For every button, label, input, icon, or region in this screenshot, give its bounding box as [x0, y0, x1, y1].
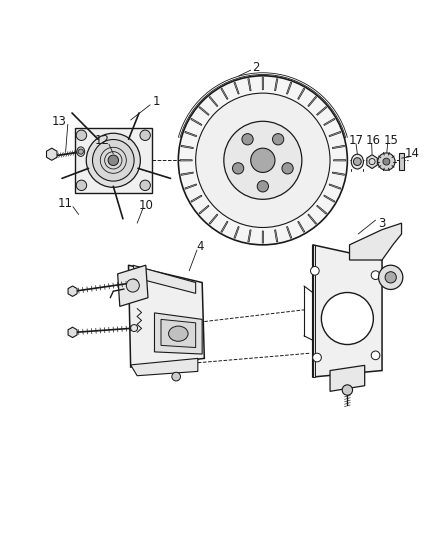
Circle shape [312, 353, 321, 362]
Circle shape [272, 134, 283, 145]
Polygon shape [233, 227, 239, 238]
Text: 3: 3 [378, 216, 385, 230]
Circle shape [232, 163, 243, 174]
Text: 14: 14 [404, 147, 419, 160]
Polygon shape [68, 327, 77, 337]
Polygon shape [286, 227, 291, 238]
Circle shape [382, 158, 389, 165]
Text: 1: 1 [152, 95, 160, 108]
Circle shape [140, 180, 150, 190]
Polygon shape [198, 107, 208, 115]
Circle shape [281, 163, 293, 174]
Circle shape [76, 180, 86, 190]
Text: 10: 10 [138, 199, 153, 212]
Polygon shape [161, 319, 195, 348]
Circle shape [353, 158, 360, 166]
Circle shape [384, 272, 396, 283]
Polygon shape [154, 313, 202, 354]
Polygon shape [261, 231, 263, 243]
Circle shape [378, 265, 402, 289]
Text: 2: 2 [252, 61, 259, 74]
Polygon shape [274, 79, 277, 91]
Text: 17: 17 [348, 134, 363, 147]
Polygon shape [349, 223, 401, 260]
Polygon shape [247, 79, 251, 91]
Circle shape [178, 76, 346, 245]
Circle shape [92, 140, 134, 181]
Polygon shape [307, 214, 316, 224]
Polygon shape [128, 265, 204, 367]
Polygon shape [316, 107, 326, 115]
Text: 11: 11 [58, 197, 73, 210]
Circle shape [78, 149, 83, 154]
Polygon shape [184, 131, 196, 136]
Polygon shape [68, 286, 77, 296]
Circle shape [171, 372, 180, 381]
Circle shape [140, 130, 150, 141]
Circle shape [371, 271, 379, 279]
Text: 15: 15 [382, 134, 397, 147]
Polygon shape [323, 195, 334, 202]
Circle shape [76, 130, 86, 141]
Polygon shape [312, 245, 314, 377]
Polygon shape [297, 88, 304, 100]
Polygon shape [181, 172, 193, 175]
Polygon shape [198, 205, 208, 214]
Circle shape [321, 293, 373, 344]
Polygon shape [316, 205, 326, 214]
Circle shape [250, 148, 274, 173]
Circle shape [257, 181, 268, 192]
Circle shape [195, 93, 329, 228]
Polygon shape [307, 96, 316, 107]
Text: 4: 4 [196, 240, 203, 254]
Polygon shape [328, 184, 340, 189]
Polygon shape [208, 214, 217, 224]
Polygon shape [274, 230, 277, 242]
Polygon shape [220, 221, 227, 232]
Polygon shape [261, 77, 263, 90]
Ellipse shape [77, 147, 85, 156]
Ellipse shape [131, 325, 137, 332]
Polygon shape [329, 365, 364, 391]
Polygon shape [233, 82, 239, 94]
Text: 16: 16 [365, 134, 380, 147]
Circle shape [241, 134, 253, 145]
Circle shape [377, 153, 394, 170]
Polygon shape [74, 127, 152, 193]
Polygon shape [333, 160, 345, 161]
Polygon shape [208, 96, 217, 107]
Circle shape [341, 385, 352, 395]
Ellipse shape [350, 154, 363, 169]
Polygon shape [366, 155, 377, 168]
Polygon shape [191, 118, 201, 125]
Polygon shape [297, 221, 304, 232]
Circle shape [310, 266, 318, 275]
Circle shape [371, 351, 379, 360]
Polygon shape [332, 172, 344, 175]
Polygon shape [312, 245, 381, 377]
Polygon shape [286, 82, 291, 94]
Polygon shape [131, 358, 198, 376]
Polygon shape [191, 195, 201, 202]
Polygon shape [323, 118, 334, 125]
Ellipse shape [168, 326, 187, 341]
Polygon shape [332, 146, 344, 149]
Polygon shape [133, 265, 195, 293]
Polygon shape [328, 131, 340, 136]
Polygon shape [181, 146, 193, 149]
Polygon shape [117, 265, 148, 306]
Circle shape [108, 155, 118, 166]
Ellipse shape [131, 279, 137, 286]
Polygon shape [46, 148, 57, 160]
Polygon shape [180, 160, 192, 161]
Text: 12: 12 [95, 134, 110, 147]
Circle shape [126, 279, 139, 292]
Polygon shape [184, 184, 196, 189]
Text: 13: 13 [52, 115, 67, 128]
Polygon shape [220, 88, 227, 100]
Circle shape [86, 133, 140, 188]
Polygon shape [247, 230, 251, 242]
FancyBboxPatch shape [398, 153, 403, 170]
Circle shape [223, 122, 301, 199]
